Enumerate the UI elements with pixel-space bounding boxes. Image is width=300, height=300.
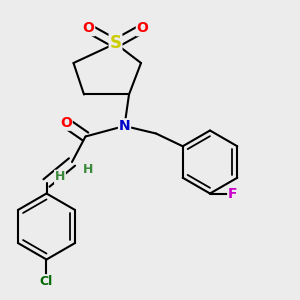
Text: O: O — [82, 22, 94, 35]
Text: O: O — [60, 116, 72, 130]
Text: S: S — [110, 34, 122, 52]
Text: N: N — [119, 119, 130, 133]
Text: H: H — [83, 163, 94, 176]
Text: Cl: Cl — [40, 275, 53, 288]
Text: O: O — [136, 22, 148, 35]
Text: F: F — [228, 187, 238, 200]
Text: H: H — [55, 170, 65, 184]
